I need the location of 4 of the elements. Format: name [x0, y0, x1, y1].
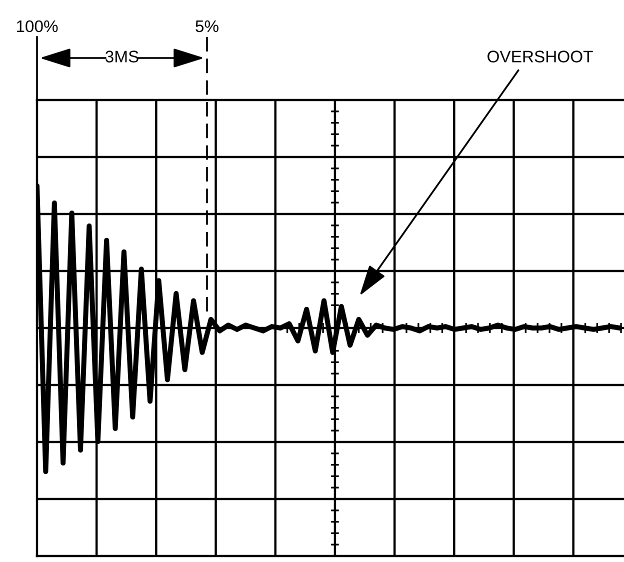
text: 5% — [196, 20, 218, 32]
text: 3MS — [106, 50, 138, 62]
text: 100% — [16, 20, 58, 32]
text: OVERSHOOT — [488, 50, 593, 62]
